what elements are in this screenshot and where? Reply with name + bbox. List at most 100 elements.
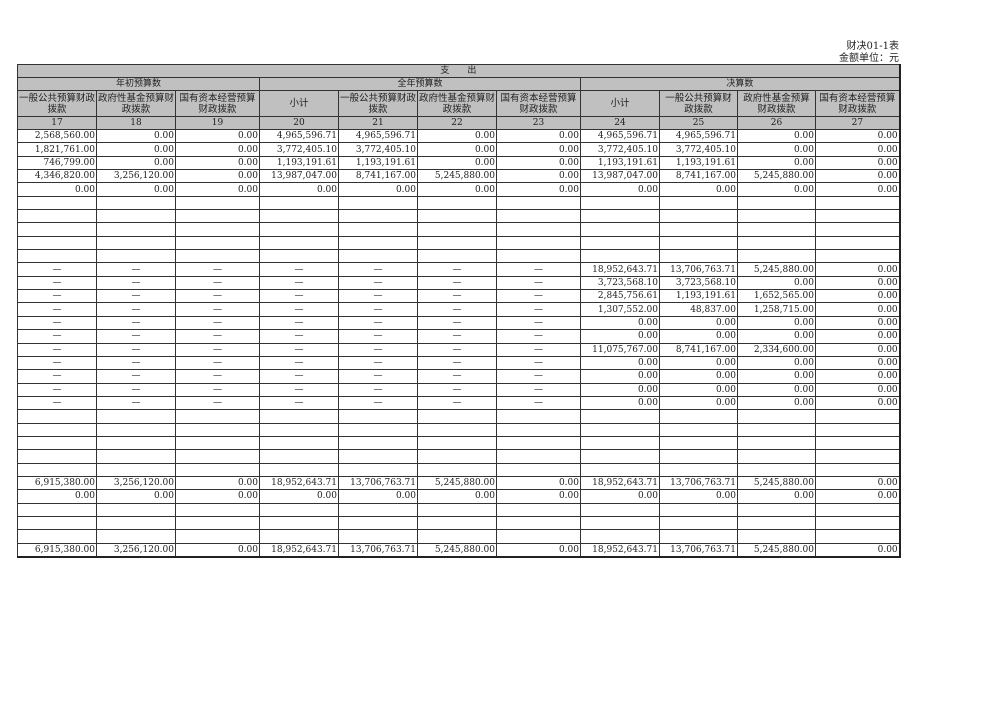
table-cell bbox=[96, 195, 176, 211]
table-cell bbox=[175, 422, 260, 437]
column-header: 国有资本经营预算财政拨款 bbox=[496, 90, 581, 117]
table-cell bbox=[175, 222, 260, 237]
table-cell: 0.00 bbox=[737, 128, 816, 144]
table-cell bbox=[580, 529, 660, 544]
column-number: 22 bbox=[417, 116, 497, 130]
table-cell bbox=[417, 222, 497, 237]
table-row bbox=[17, 502, 901, 517]
table-cell bbox=[17, 502, 97, 517]
table-cell: — bbox=[338, 329, 418, 344]
table-cell: 3,772,405.10 bbox=[338, 142, 418, 157]
column-header: 小计 bbox=[580, 90, 660, 117]
table-cell: 0.00 bbox=[580, 329, 660, 344]
table-cell bbox=[814, 422, 901, 437]
table-cell bbox=[496, 409, 581, 424]
table-cell: 3,723,568.10 bbox=[580, 275, 660, 291]
table-cell bbox=[659, 462, 738, 477]
table-cell: 0.00 bbox=[496, 155, 581, 171]
table-cell: 4,965,596.71 bbox=[338, 128, 418, 144]
amount-unit: 金额单位：元 bbox=[839, 53, 899, 64]
table-cell: 0.00 bbox=[580, 369, 660, 384]
table-cell: — bbox=[417, 355, 497, 371]
table-cell: 0.00 bbox=[496, 475, 581, 491]
section-final-accounts: 决算数 bbox=[579, 77, 901, 91]
table-cell: — bbox=[417, 315, 497, 331]
table-cell bbox=[737, 195, 816, 211]
table-cell: 1,193,191.61 bbox=[659, 155, 738, 171]
column-header: 一般公共预算财政拨款 bbox=[338, 90, 418, 117]
table-cell: — bbox=[96, 342, 176, 357]
table-cell: 5,245,880.00 bbox=[417, 542, 497, 558]
table-cell bbox=[814, 449, 901, 464]
table-cell: — bbox=[175, 382, 260, 397]
table-cell: 0.00 bbox=[814, 382, 901, 397]
table-cell bbox=[338, 435, 418, 451]
table-cell bbox=[259, 195, 339, 211]
table-row bbox=[17, 449, 901, 464]
table-cell: — bbox=[17, 275, 97, 291]
table-cell bbox=[814, 209, 901, 224]
table-cell: — bbox=[417, 329, 497, 344]
table-cell: — bbox=[175, 355, 260, 371]
table-cell: 0.00 bbox=[659, 329, 738, 344]
table-cell bbox=[17, 222, 97, 237]
table-cell bbox=[814, 529, 901, 544]
table-cell: 0.00 bbox=[17, 489, 97, 504]
table-cell bbox=[417, 435, 497, 451]
table-cell: — bbox=[496, 395, 581, 411]
column-number: 20 bbox=[259, 116, 339, 130]
table-cell: 0.00 bbox=[659, 355, 738, 371]
table-cell bbox=[17, 449, 97, 464]
table-cell: 3,772,405.10 bbox=[259, 142, 339, 157]
table-row bbox=[17, 195, 901, 211]
table-cell bbox=[814, 462, 901, 477]
table-cell: — bbox=[175, 315, 260, 331]
table-cell: 0.00 bbox=[17, 182, 97, 197]
table-cell bbox=[175, 502, 260, 517]
table-cell bbox=[659, 249, 738, 264]
column-number: 27 bbox=[814, 116, 901, 130]
table-cell: — bbox=[17, 382, 97, 397]
table-cell bbox=[737, 422, 816, 437]
column-number: 24 bbox=[580, 116, 660, 130]
table-cell bbox=[496, 435, 581, 451]
table-cell: 0.00 bbox=[814, 542, 901, 558]
table-cell bbox=[338, 502, 418, 517]
table-cell: — bbox=[175, 395, 260, 411]
table-cell: — bbox=[496, 275, 581, 291]
table-cell bbox=[580, 422, 660, 437]
table-cell bbox=[175, 209, 260, 224]
table-cell: 0.00 bbox=[737, 182, 816, 197]
table-cell: — bbox=[417, 382, 497, 397]
table-cell: 0.00 bbox=[417, 155, 497, 171]
table-cell bbox=[496, 462, 581, 477]
table-cell: — bbox=[17, 302, 97, 317]
form-code: 财决01-1表 bbox=[846, 41, 899, 52]
table-cell: 4,965,596.71 bbox=[580, 128, 660, 144]
table-cell: 13,706,763.71 bbox=[338, 475, 418, 491]
table-cell bbox=[659, 529, 738, 544]
table-row: — — — — — — —0.00 0.00 0.00 0.00 bbox=[17, 395, 901, 411]
table-cell: — bbox=[338, 289, 418, 304]
table-cell bbox=[737, 435, 816, 451]
table-cell: 5,245,880.00 bbox=[417, 475, 497, 491]
table-cell: — bbox=[338, 342, 418, 357]
column-number: 25 bbox=[659, 116, 738, 130]
table-cell bbox=[737, 409, 816, 424]
table-cell bbox=[814, 515, 901, 531]
table-cell bbox=[259, 462, 339, 477]
table-cell: — bbox=[259, 382, 339, 397]
table-row: — — — — — — —11,075,767.00 8,741,167.00 2,334,60… bbox=[17, 342, 901, 357]
table-cell: 0.00 bbox=[580, 315, 660, 331]
table-cell: — bbox=[259, 262, 339, 277]
table-cell bbox=[659, 235, 738, 251]
table-cell: — bbox=[175, 289, 260, 304]
table-cell bbox=[496, 235, 581, 251]
table-cell: 18,952,643.71 bbox=[580, 475, 660, 491]
table-cell: — bbox=[96, 369, 176, 384]
table-cell bbox=[96, 515, 176, 531]
table-cell: 18,952,643.71 bbox=[259, 475, 339, 491]
table-cell: 4,965,596.71 bbox=[659, 128, 738, 144]
table-cell: — bbox=[338, 315, 418, 331]
table-row: — — — — — — —0.00 0.00 0.00 0.00 bbox=[17, 315, 901, 331]
